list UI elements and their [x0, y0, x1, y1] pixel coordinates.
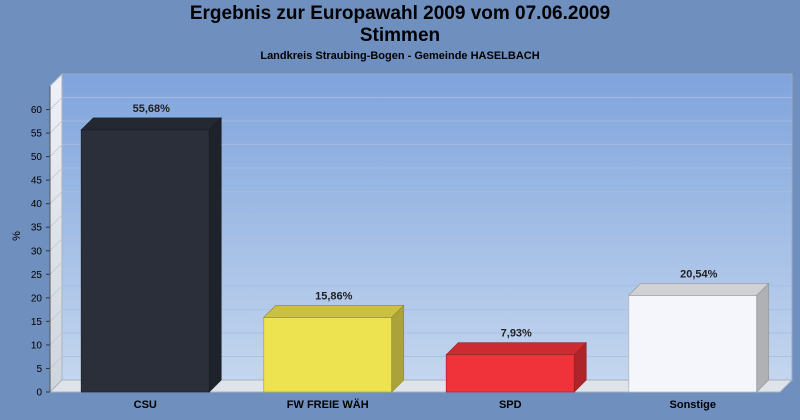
- y-tick-label: 5: [36, 364, 42, 375]
- grid-line-side: [49, 262, 63, 275]
- chart-subtitle: Landkreis Straubing-Bogen - Gemeinde HAS…: [260, 50, 540, 62]
- grid-line-side: [49, 309, 63, 322]
- grid-line-side: [49, 120, 63, 134]
- bar-top: [628, 283, 770, 296]
- y-tick-label: 60: [31, 105, 43, 116]
- y-tick-label: 10: [31, 340, 43, 351]
- grid-line-side: [49, 144, 63, 157]
- y-tick-label: 15: [31, 317, 43, 328]
- bar-front: [628, 294, 758, 393]
- bar-front: [80, 129, 210, 393]
- x-tick-label: SPD: [499, 399, 522, 411]
- bar-top: [445, 342, 587, 355]
- bar-csu: [80, 117, 222, 393]
- bar-value-label: 7,93%: [501, 328, 532, 340]
- bar-front: [263, 316, 393, 393]
- bar-spd: [445, 341, 587, 393]
- grid-line-side: [49, 285, 63, 299]
- bar-value-label: 55,68%: [133, 103, 171, 115]
- y-tick-label: 30: [31, 246, 43, 257]
- bar-side: [756, 282, 770, 393]
- bar-front: [445, 354, 575, 393]
- grid-line-side: [49, 191, 63, 204]
- bar-value-label: 15,86%: [315, 290, 353, 302]
- title-block: Ergebnis zur Europawahl 2009 vom 07.06.2…: [0, 3, 800, 62]
- left-wall: [49, 72, 63, 394]
- bar-top: [80, 117, 222, 131]
- grid-line-side: [49, 238, 63, 252]
- chart-title-line1: Ergebnis zur Europawahl 2009 vom 07.06.2…: [189, 3, 611, 24]
- y-tick-label: 20: [31, 293, 43, 304]
- bar-top: [263, 305, 405, 318]
- y-tick-label: 50: [31, 152, 43, 163]
- bar-value-label: 20,54%: [680, 268, 718, 280]
- y-tick-label: 35: [31, 223, 43, 234]
- grid-line-side: [49, 356, 63, 369]
- y-tick-label: 40: [31, 199, 43, 210]
- bar-side: [391, 304, 405, 393]
- x-tick-label: Sonstige: [670, 399, 716, 411]
- x-tick-label: FW FREIE WÄH: [287, 398, 369, 411]
- y-tick-label: 25: [31, 270, 43, 281]
- grid-line-side: [49, 332, 63, 346]
- x-tick-label: CSU: [134, 399, 157, 411]
- grid-line-side: [49, 97, 63, 110]
- grid-line-side: [49, 214, 63, 228]
- grid-line-side: [49, 167, 63, 181]
- y-axis-label: %: [11, 231, 23, 241]
- y-tick-label: 0: [36, 388, 42, 399]
- bar-fw-freie-w-h: [263, 304, 405, 393]
- chart-title-line2: Stimmen: [359, 25, 441, 46]
- bar-sonstige: [628, 282, 770, 393]
- bar-side: [208, 117, 222, 393]
- y-tick-label: 55: [31, 129, 43, 140]
- y-tick-label: 45: [31, 176, 43, 187]
